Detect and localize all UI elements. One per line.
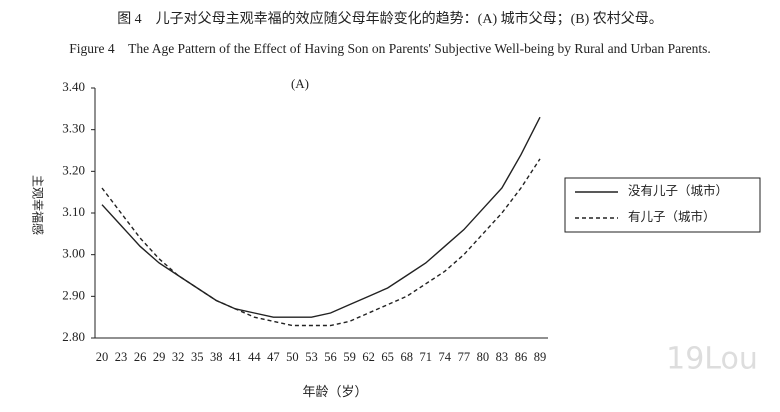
x-tick-label: 50 [286,350,299,364]
series-line [101,116,541,318]
x-tick-label: 74 [439,350,452,364]
caption-zh: 图 4 儿子对父母主观幸福的效应随父母年龄变化的趋势：(A) 城市父母；(B) … [117,10,663,27]
x-tick-label: 26 [134,350,147,364]
watermark: 19Lou [666,342,758,377]
x-tick-label: 89 [534,350,547,364]
x-tick-label: 56 [324,350,337,364]
x-tick-label: 29 [153,350,166,364]
panel-label: (A) [291,76,309,91]
y-tick-label: 3.20 [62,162,85,177]
y-tick-label: 3.40 [62,79,85,94]
legend-label: 没有儿子（城市） [628,183,728,198]
x-axis-label: 年龄（岁） [302,384,367,399]
legend-box [564,177,761,233]
y-tick-label: 3.30 [62,121,85,136]
x-tick-label: 44 [248,350,261,364]
legend-label: 有儿子（城市） [628,209,716,224]
x-tick-label: 65 [381,350,394,364]
x-tick-label: 59 [343,350,356,364]
x-tick-label: 32 [172,350,185,364]
x-tick-label: 53 [305,350,318,364]
x-tick-label: 71 [419,350,432,364]
x-tick-label: 68 [400,350,413,364]
x-tick-label: 20 [96,350,109,364]
x-tick-label: 86 [515,350,528,364]
series-line [101,158,541,327]
y-tick-label: 3.00 [62,246,85,261]
x-tick-label: 38 [210,350,223,364]
x-tick-label: 83 [496,350,509,364]
x-tick-label: 35 [191,350,204,364]
caption-en: Figure 4 The Age Pattern of the Effect o… [69,41,711,56]
x-tick-label: 23 [115,350,128,364]
y-tick-label: 3.10 [62,204,85,219]
x-tick-label: 77 [458,350,471,364]
x-tick-label: 47 [267,350,280,364]
y-axis-label: 主观幸福感 [30,175,45,235]
y-tick-label: 2.80 [62,329,85,344]
x-tick-label: 41 [229,350,242,364]
x-tick-label: 62 [362,350,375,364]
x-tick-label: 80 [477,350,490,364]
y-tick-label: 2.90 [62,287,85,302]
